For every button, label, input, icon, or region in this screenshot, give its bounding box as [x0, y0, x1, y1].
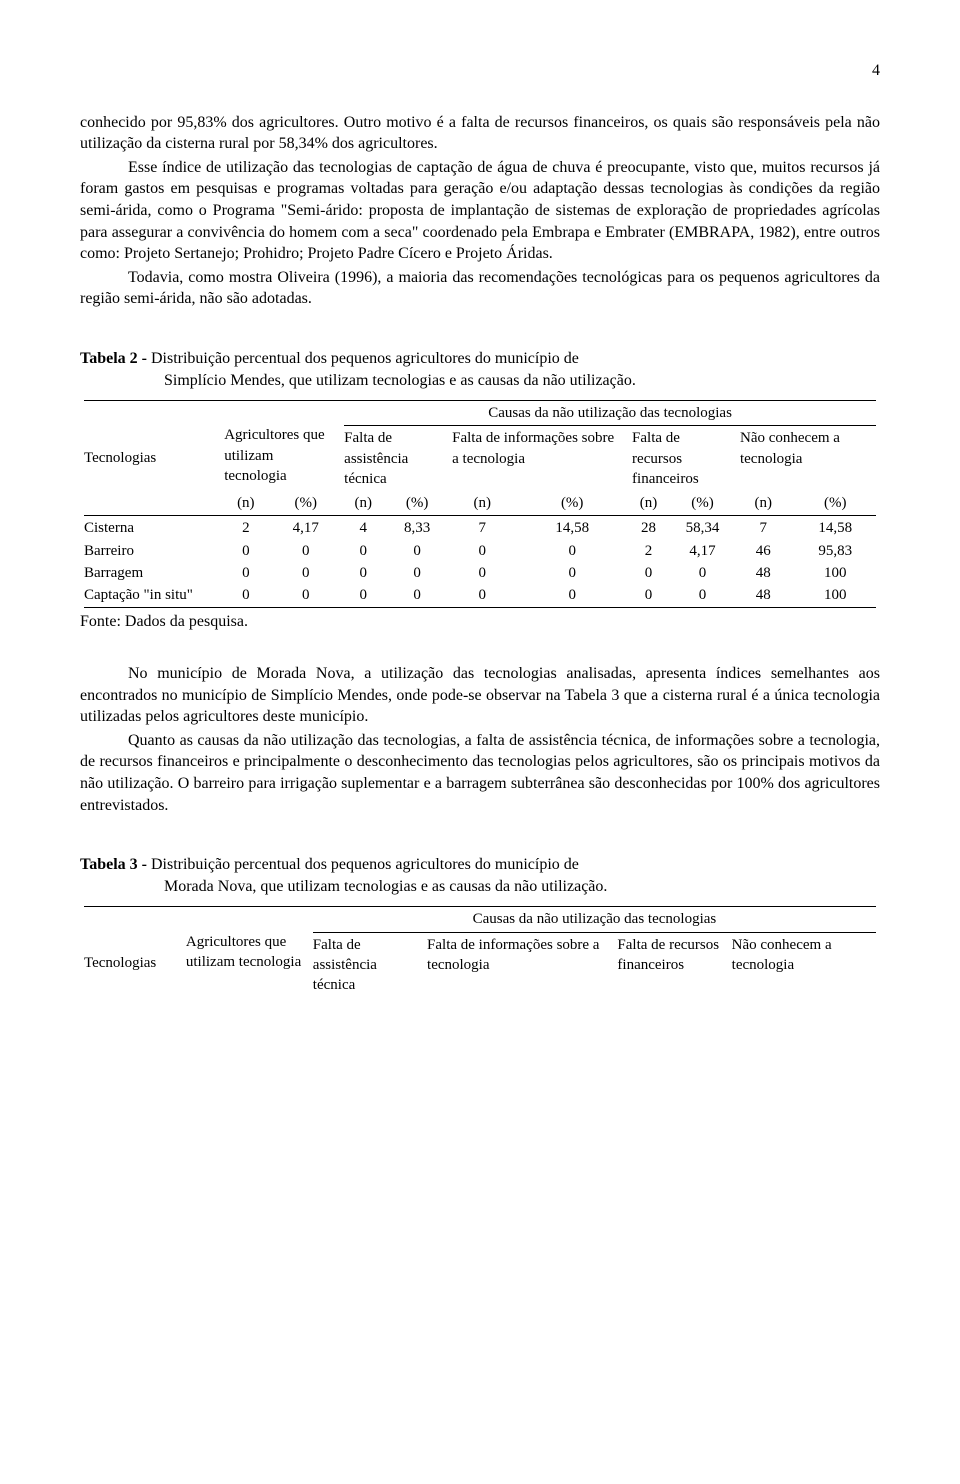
table-row: Cisterna 2 4,17 4 8,33 7 14,58 28 58,34 …	[80, 517, 880, 539]
paragraph-1a: conhecido por 95,83% dos agricultores. O…	[80, 112, 880, 155]
table2-superheader: Causas da não utilização das tecnologias	[340, 402, 880, 424]
page-number: 4	[80, 60, 880, 82]
table2-col-use: Agricultores que utilizam tecnologia	[220, 424, 340, 492]
cell: 7	[448, 517, 516, 539]
cell: 46	[736, 540, 791, 562]
table2-caption: Tabela 2 - Distribuição percentual dos p…	[80, 348, 880, 391]
unit-p: (%)	[516, 492, 628, 514]
unit-n: (n)	[736, 492, 791, 514]
cell: Barreiro	[80, 540, 220, 562]
cell: Captação "in situ"	[80, 584, 220, 606]
cell: 58,34	[669, 517, 736, 539]
cell: 0	[220, 540, 271, 562]
table2-col-c4: Não conhecem a tecnologia	[736, 427, 880, 490]
cell: 0	[386, 540, 448, 562]
cell: 0	[448, 540, 516, 562]
cell: 0	[448, 584, 516, 606]
cell: 7	[736, 517, 791, 539]
table2-col-c2: Falta de informações sobre a tecnologia	[448, 427, 628, 490]
cell: 2	[628, 540, 669, 562]
cell: 0	[669, 562, 736, 584]
table3-col-c2: Falta de informações sobre a tecnologia	[423, 934, 613, 997]
cell: 0	[628, 562, 669, 584]
paragraph-1c: Todavia, como mostra Oliveira (1996), a …	[80, 267, 880, 310]
table3-col-c3: Falta de recursos financeiros	[613, 934, 727, 997]
cell: 0	[386, 562, 448, 584]
cell: 0	[340, 584, 386, 606]
table2-caption-rest: Simplício Mendes, que utilizam tecnologi…	[80, 370, 880, 392]
cell: 95,83	[791, 540, 880, 562]
table2-label: Tabela 2 -	[80, 350, 147, 367]
table3-col-c4: Não conhecem a tecnologia	[728, 934, 880, 997]
table3-superheader: Causas da não utilização das tecnologias	[309, 908, 880, 930]
table2-caption-first: Distribuição percentual dos pequenos agr…	[151, 350, 579, 367]
cell: 0	[340, 562, 386, 584]
unit-n: (n)	[448, 492, 516, 514]
table2: Causas da não utilização das tecnologias…	[80, 399, 880, 609]
table3-caption-first: Distribuição percentual dos pequenos agr…	[151, 856, 579, 873]
cell: 4,17	[669, 540, 736, 562]
cell: 4,17	[271, 517, 340, 539]
cell: 14,58	[516, 517, 628, 539]
cell: 0	[448, 562, 516, 584]
unit-n: (n)	[220, 492, 271, 514]
table3-label: Tabela 3 -	[80, 856, 147, 873]
table2-source: Fonte: Dados da pesquisa.	[80, 611, 880, 633]
cell: 0	[516, 540, 628, 562]
table-row: Barragem 0 0 0 0 0 0 0 0 48 100	[80, 562, 880, 584]
cell: 0	[669, 584, 736, 606]
cell: 0	[340, 540, 386, 562]
unit-p: (%)	[669, 492, 736, 514]
table3: Causas da não utilização das tecnologias…	[80, 905, 880, 996]
cell: 0	[628, 584, 669, 606]
cell: 48	[736, 584, 791, 606]
paragraph-2a: No município de Morada Nova, a utilizaçã…	[80, 663, 880, 728]
cell: Cisterna	[80, 517, 220, 539]
cell: 8,33	[386, 517, 448, 539]
table3-col-tech: Tecnologias	[80, 931, 182, 997]
cell: 0	[220, 584, 271, 606]
table3-col-c1: Falta de assistência técnica	[309, 934, 423, 997]
table2-col-c1: Falta de assistência técnica	[340, 427, 448, 490]
paragraph-2b: Quanto as causas da não utilização das t…	[80, 730, 880, 816]
table3-caption: Tabela 3 - Distribuição percentual dos p…	[80, 854, 880, 897]
cell: 0	[271, 540, 340, 562]
cell: 0	[516, 584, 628, 606]
table2-col-tech: Tecnologias	[80, 424, 220, 492]
unit-p: (%)	[791, 492, 880, 514]
cell: 2	[220, 517, 271, 539]
cell: 14,58	[791, 517, 880, 539]
cell: 0	[220, 562, 271, 584]
cell: 0	[386, 584, 448, 606]
table3-col-use: Agricultores que utilizam tecnologia	[182, 931, 309, 997]
cell: 48	[736, 562, 791, 584]
table-row: Captação "in situ" 0 0 0 0 0 0 0 0 48 10…	[80, 584, 880, 606]
table-row: Barreiro 0 0 0 0 0 0 2 4,17 46 95,83	[80, 540, 880, 562]
cell: 100	[791, 584, 880, 606]
cell: 28	[628, 517, 669, 539]
paragraph-1b: Esse índice de utilização das tecnologia…	[80, 157, 880, 265]
cell: 0	[516, 562, 628, 584]
unit-n: (n)	[628, 492, 669, 514]
table3-caption-rest: Morada Nova, que utilizam tecnologias e …	[80, 876, 880, 898]
cell: 4	[340, 517, 386, 539]
cell: 0	[271, 562, 340, 584]
cell: 100	[791, 562, 880, 584]
unit-p: (%)	[271, 492, 340, 514]
unit-n: (n)	[340, 492, 386, 514]
unit-p: (%)	[386, 492, 448, 514]
cell: Barragem	[80, 562, 220, 584]
table2-col-c3: Falta de recursos financeiros	[628, 427, 736, 490]
cell: 0	[271, 584, 340, 606]
